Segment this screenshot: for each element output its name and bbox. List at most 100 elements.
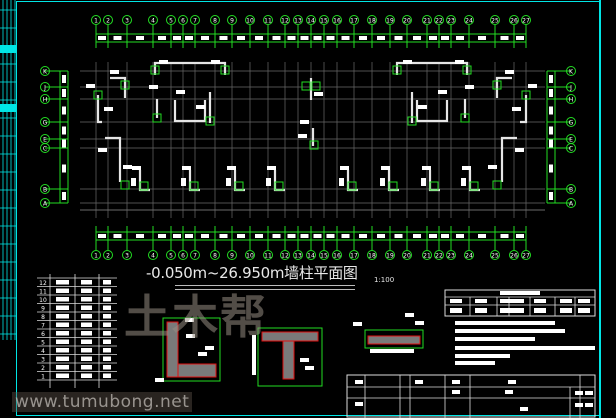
table-header-block [450, 299, 462, 303]
dimension-text-block [549, 126, 553, 135]
dimension-text-block [62, 75, 66, 83]
table-cell-block [512, 308, 524, 313]
axis-bubble [190, 15, 200, 25]
elevation-value-block [56, 373, 69, 378]
dimension-text-block [113, 36, 122, 40]
dimension-text-block [413, 36, 421, 40]
column-outline [120, 180, 130, 190]
axis-bubble [566, 143, 576, 153]
wall-tag-label [176, 90, 185, 94]
axis-letter-label: E [569, 137, 573, 144]
table-cell-block [475, 308, 487, 313]
concrete-grade-block [103, 314, 111, 319]
dimension-text-block [456, 36, 464, 40]
title-block-text-block [452, 390, 460, 394]
dimension-text-block [394, 234, 403, 238]
wall-tag-label [462, 166, 471, 170]
dimension-text-block [549, 89, 553, 97]
axis-number-label: 20 [403, 18, 411, 25]
title-block-text-block [355, 380, 363, 384]
dimension-text-block [272, 36, 281, 40]
wall-tag-label [104, 107, 113, 111]
dimension-text-block [313, 36, 322, 40]
t-detail-section [282, 340, 295, 380]
shear-wall [105, 136, 122, 182]
dimension-text-block [300, 36, 309, 40]
dimension-text-block [500, 36, 509, 40]
dimension-text-block [287, 36, 296, 40]
column-outline [220, 65, 230, 75]
watermark-logo: 土木帮 [124, 290, 268, 344]
axis-bubble [40, 66, 50, 76]
dimension-text-block [549, 192, 553, 200]
axis-bubble [122, 15, 132, 25]
wall-tag-label [131, 178, 136, 186]
axis-bubble [521, 250, 531, 260]
shear-wall [153, 61, 227, 75]
axis-bubble [490, 15, 500, 25]
axis-number-label: 26 [510, 18, 518, 25]
axis-number-label: 26 [510, 253, 518, 260]
column-outline [460, 113, 470, 123]
column-outline [469, 181, 479, 191]
axis-letter-label: B [569, 187, 573, 194]
column-outline [492, 80, 502, 90]
title-block-text-block [355, 402, 363, 406]
axis-bubble [148, 15, 158, 25]
wall-tag-label [340, 166, 349, 170]
concrete-grade-block [103, 331, 111, 336]
wall-tag-label [422, 166, 431, 170]
dimension-text-block [62, 192, 66, 200]
wall-tag-label [205, 346, 214, 350]
axis-number-label: 12 [281, 253, 289, 260]
axis-bubble [103, 250, 113, 260]
dimension-text-block [300, 234, 309, 238]
drawing-frame [16, 1, 600, 416]
axis-bubble [464, 15, 474, 25]
axis-bubble [40, 82, 50, 92]
column-outline [462, 65, 472, 75]
title-block-text-block [520, 407, 528, 411]
axis-bubble [40, 198, 50, 208]
wall-tag-label [86, 84, 95, 88]
dimension-text-block [62, 164, 66, 173]
dimension-text-block [516, 234, 524, 238]
elevation-value-block [56, 339, 69, 344]
t-detail-note [252, 335, 256, 375]
axis-number-label: 14 [307, 253, 315, 260]
height-value-block [81, 356, 92, 361]
column-outline [93, 90, 103, 100]
dimension-text-block [237, 36, 245, 40]
axis-number-label: 12 [281, 18, 289, 25]
axis-letter-label: G [569, 120, 574, 127]
wall-tag-label [405, 313, 414, 317]
table-header-block [560, 299, 572, 303]
wall-tag-label [196, 105, 205, 109]
axis-bubble [490, 250, 500, 260]
table-header-block [578, 299, 590, 303]
title-underline [175, 285, 355, 290]
axis-number-label: 21 [423, 18, 431, 25]
wall-tag-label [185, 318, 194, 322]
design-note-line [455, 329, 565, 333]
axis-number-label: 10 [246, 18, 254, 25]
dimension-text-block [516, 36, 524, 40]
wall-tag-label [267, 166, 276, 170]
axis-bubble [349, 15, 359, 25]
axis-bubble [422, 250, 432, 260]
column-outline [234, 181, 244, 191]
axis-number-label: 15 [320, 18, 328, 25]
height-value-block [81, 373, 92, 378]
axis-bubble [306, 15, 316, 25]
column-outline [407, 116, 417, 126]
axis-number-label: 4 [151, 253, 155, 260]
dimension-text-block [62, 126, 66, 135]
dimension-text-block [377, 36, 385, 40]
dimension-text-block [272, 234, 281, 238]
wall-tag-label [98, 148, 107, 152]
dimension-text-block [136, 36, 144, 40]
wall-tag-label [155, 378, 164, 382]
column-outline [521, 90, 531, 100]
wall-tag-label [181, 178, 186, 186]
axis-number-label: 14 [307, 18, 315, 25]
